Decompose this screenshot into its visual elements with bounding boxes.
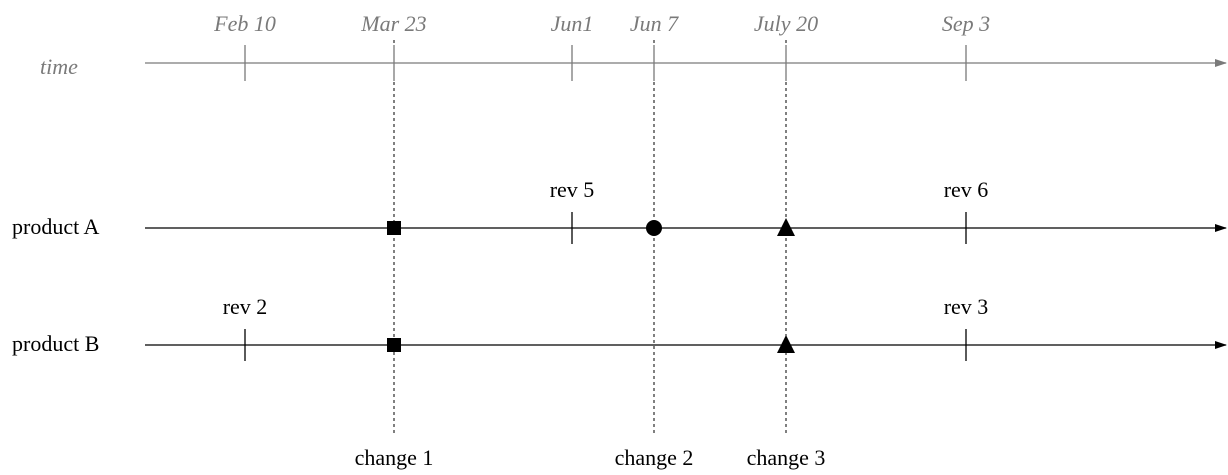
date-label-jun1: Jun1 [551, 11, 594, 36]
time-axis-label: time [40, 54, 78, 79]
change-3-label: change 3 [747, 445, 826, 470]
date-label-mar-23: Mar 23 [360, 11, 426, 36]
product-b-label: product B [12, 331, 99, 356]
product-a-change-2-circle-marker [646, 220, 662, 236]
date-label-jun-7: Jun 7 [630, 11, 679, 36]
product-b-rev-2-label: rev 2 [223, 294, 268, 319]
product-b-change-3-triangle-marker [777, 335, 795, 353]
date-label-july-20: July 20 [754, 11, 818, 36]
product-b-rev-3-label: rev 3 [944, 294, 989, 319]
date-label-feb-10: Feb 10 [213, 11, 276, 36]
product-a-rev-5-label: rev 5 [550, 177, 595, 202]
date-label-sep-3: Sep 3 [942, 11, 990, 36]
product-a-rev-6-label: rev 6 [944, 177, 989, 202]
change-2-label: change 2 [615, 445, 694, 470]
product-b-change-1-square-marker [387, 338, 401, 352]
product-a-change-1-square-marker [387, 221, 401, 235]
product-a-label: product A [12, 214, 99, 239]
change-1-label: change 1 [355, 445, 434, 470]
product-a-change-3-triangle-marker [777, 218, 795, 236]
